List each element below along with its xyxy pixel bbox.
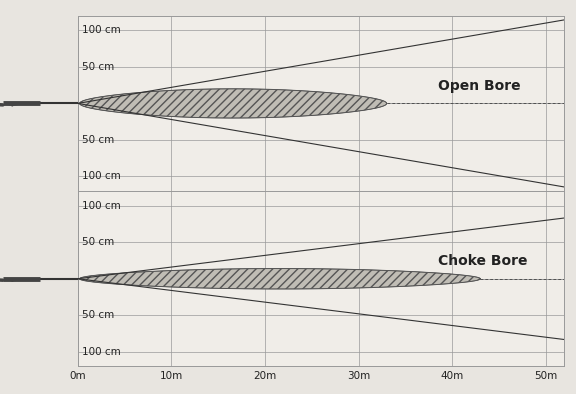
Text: Open Bore: Open Bore <box>438 79 521 93</box>
Text: 100 cm: 100 cm <box>82 171 121 182</box>
Text: 50 cm: 50 cm <box>82 237 115 247</box>
Text: 50 cm: 50 cm <box>82 62 115 72</box>
Text: 50 cm: 50 cm <box>82 135 115 145</box>
Polygon shape <box>79 269 480 289</box>
Polygon shape <box>79 89 386 118</box>
Text: 100 cm: 100 cm <box>82 347 121 357</box>
Text: 100 cm: 100 cm <box>82 201 121 211</box>
Text: Choke Bore: Choke Bore <box>438 254 528 268</box>
Text: 100 cm: 100 cm <box>82 25 121 35</box>
Text: 50 cm: 50 cm <box>82 310 115 320</box>
